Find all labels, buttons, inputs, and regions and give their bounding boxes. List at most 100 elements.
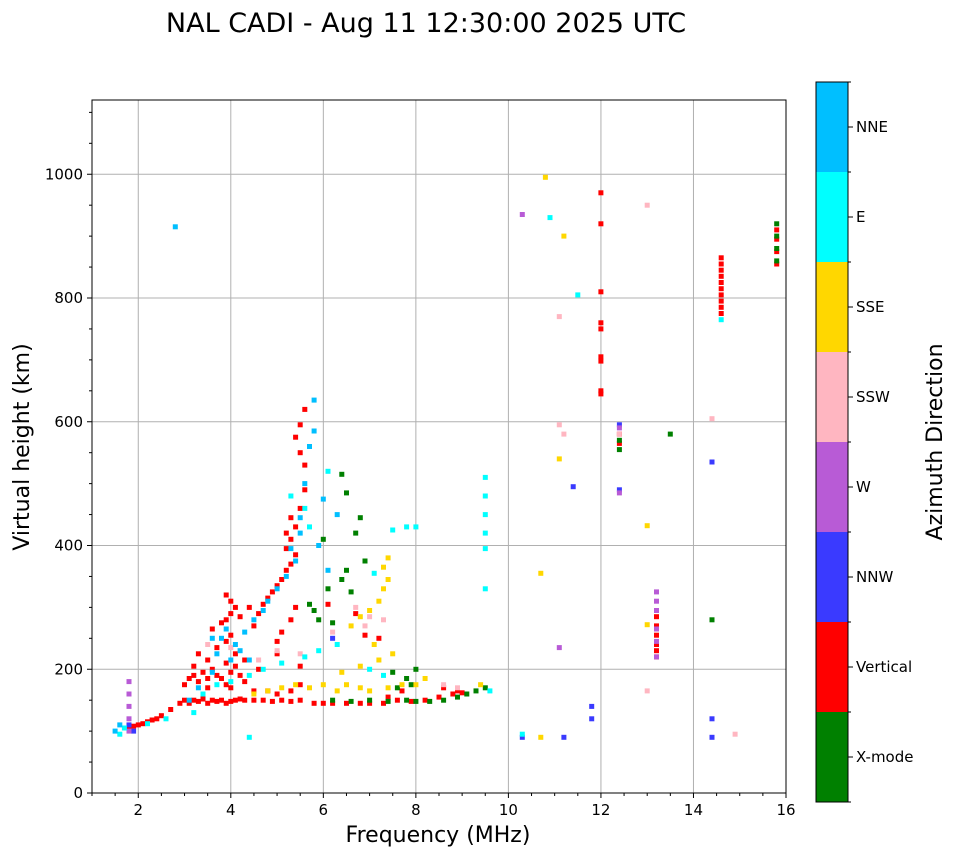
data-point xyxy=(408,698,414,704)
data-point xyxy=(279,577,285,582)
data-point xyxy=(297,422,303,428)
data-point xyxy=(718,304,724,310)
data-point xyxy=(256,611,262,617)
data-point xyxy=(709,617,715,623)
data-point xyxy=(371,570,377,576)
data-point xyxy=(357,614,363,620)
data-point xyxy=(126,728,132,734)
data-point xyxy=(482,512,488,518)
data-point xyxy=(598,320,604,326)
data-point xyxy=(774,221,780,227)
data-point xyxy=(307,524,312,530)
y-axis-label: Virtual height (km) xyxy=(10,343,35,550)
data-point xyxy=(362,632,368,638)
data-point xyxy=(644,202,650,208)
data-point xyxy=(209,666,215,672)
data-point xyxy=(325,468,331,474)
data-point xyxy=(237,672,243,678)
data-point xyxy=(293,682,299,688)
x-axis-label: Frequency (MHz) xyxy=(346,823,531,848)
data-point xyxy=(228,632,234,638)
data-point xyxy=(283,573,289,579)
data-point xyxy=(265,688,271,694)
data-point xyxy=(718,261,724,267)
data-point xyxy=(269,698,275,704)
data-point xyxy=(718,311,724,316)
data-point xyxy=(214,682,220,688)
data-point xyxy=(367,700,373,706)
data-point xyxy=(459,690,465,696)
data-point xyxy=(256,657,262,663)
data-point xyxy=(228,679,234,685)
data-point xyxy=(260,608,266,613)
series-nnw xyxy=(126,422,715,740)
data-point xyxy=(126,691,132,697)
data-point xyxy=(320,536,326,542)
data-point xyxy=(774,261,780,267)
data-point xyxy=(344,682,349,688)
colorbar-segment xyxy=(816,712,848,802)
data-point xyxy=(242,629,248,635)
data-point xyxy=(478,682,484,688)
data-point xyxy=(616,487,622,493)
data-point xyxy=(774,246,780,251)
data-point xyxy=(348,623,354,629)
data-point xyxy=(344,567,349,573)
data-point xyxy=(177,700,183,706)
data-point xyxy=(214,651,220,657)
data-point xyxy=(256,666,262,672)
data-point xyxy=(228,685,234,691)
data-point xyxy=(561,233,567,239)
data-point xyxy=(205,642,211,647)
data-point xyxy=(667,431,673,437)
data-point xyxy=(228,657,234,663)
data-point xyxy=(399,682,405,688)
data-point xyxy=(330,700,336,706)
data-point xyxy=(381,586,386,592)
y-tick-label: 400 xyxy=(54,537,83,555)
data-point xyxy=(616,437,622,443)
data-point xyxy=(126,722,132,728)
data-point xyxy=(242,697,248,703)
data-point xyxy=(455,685,460,691)
data-point xyxy=(344,700,349,706)
data-point xyxy=(320,496,326,502)
data-point xyxy=(774,233,780,239)
data-point xyxy=(320,682,326,688)
data-point xyxy=(404,697,410,703)
data-point xyxy=(302,505,308,511)
colorbar-tick-label: SSE xyxy=(856,298,885,316)
data-point xyxy=(441,685,447,691)
data-point xyxy=(297,682,303,688)
data-point xyxy=(251,617,257,623)
data-point xyxy=(117,731,123,737)
data-point xyxy=(228,598,234,604)
x-tick-label: 8 xyxy=(411,801,421,819)
data-point xyxy=(330,629,336,635)
data-point xyxy=(570,484,576,490)
data-point xyxy=(436,694,442,700)
colorbar-frame xyxy=(815,81,849,803)
data-point xyxy=(598,190,604,196)
data-point xyxy=(288,546,294,552)
data-point xyxy=(283,546,289,552)
data-point xyxy=(422,676,428,681)
data-point xyxy=(126,725,132,731)
data-point xyxy=(732,731,738,737)
data-point xyxy=(654,648,659,654)
data-point xyxy=(399,688,405,694)
colorbar-tick-label: NNE xyxy=(856,118,888,136)
data-point xyxy=(283,530,289,536)
data-point xyxy=(357,685,363,691)
data-point xyxy=(288,493,294,499)
y-axis: 0 200 400 600 800 1000 xyxy=(45,111,92,802)
data-point xyxy=(274,648,280,654)
data-point xyxy=(556,645,562,651)
y-tick-label: 600 xyxy=(54,413,83,431)
data-point xyxy=(131,728,137,734)
data-point xyxy=(223,592,229,598)
data-point xyxy=(200,669,206,675)
data-point xyxy=(320,700,326,706)
data-point xyxy=(371,642,377,647)
